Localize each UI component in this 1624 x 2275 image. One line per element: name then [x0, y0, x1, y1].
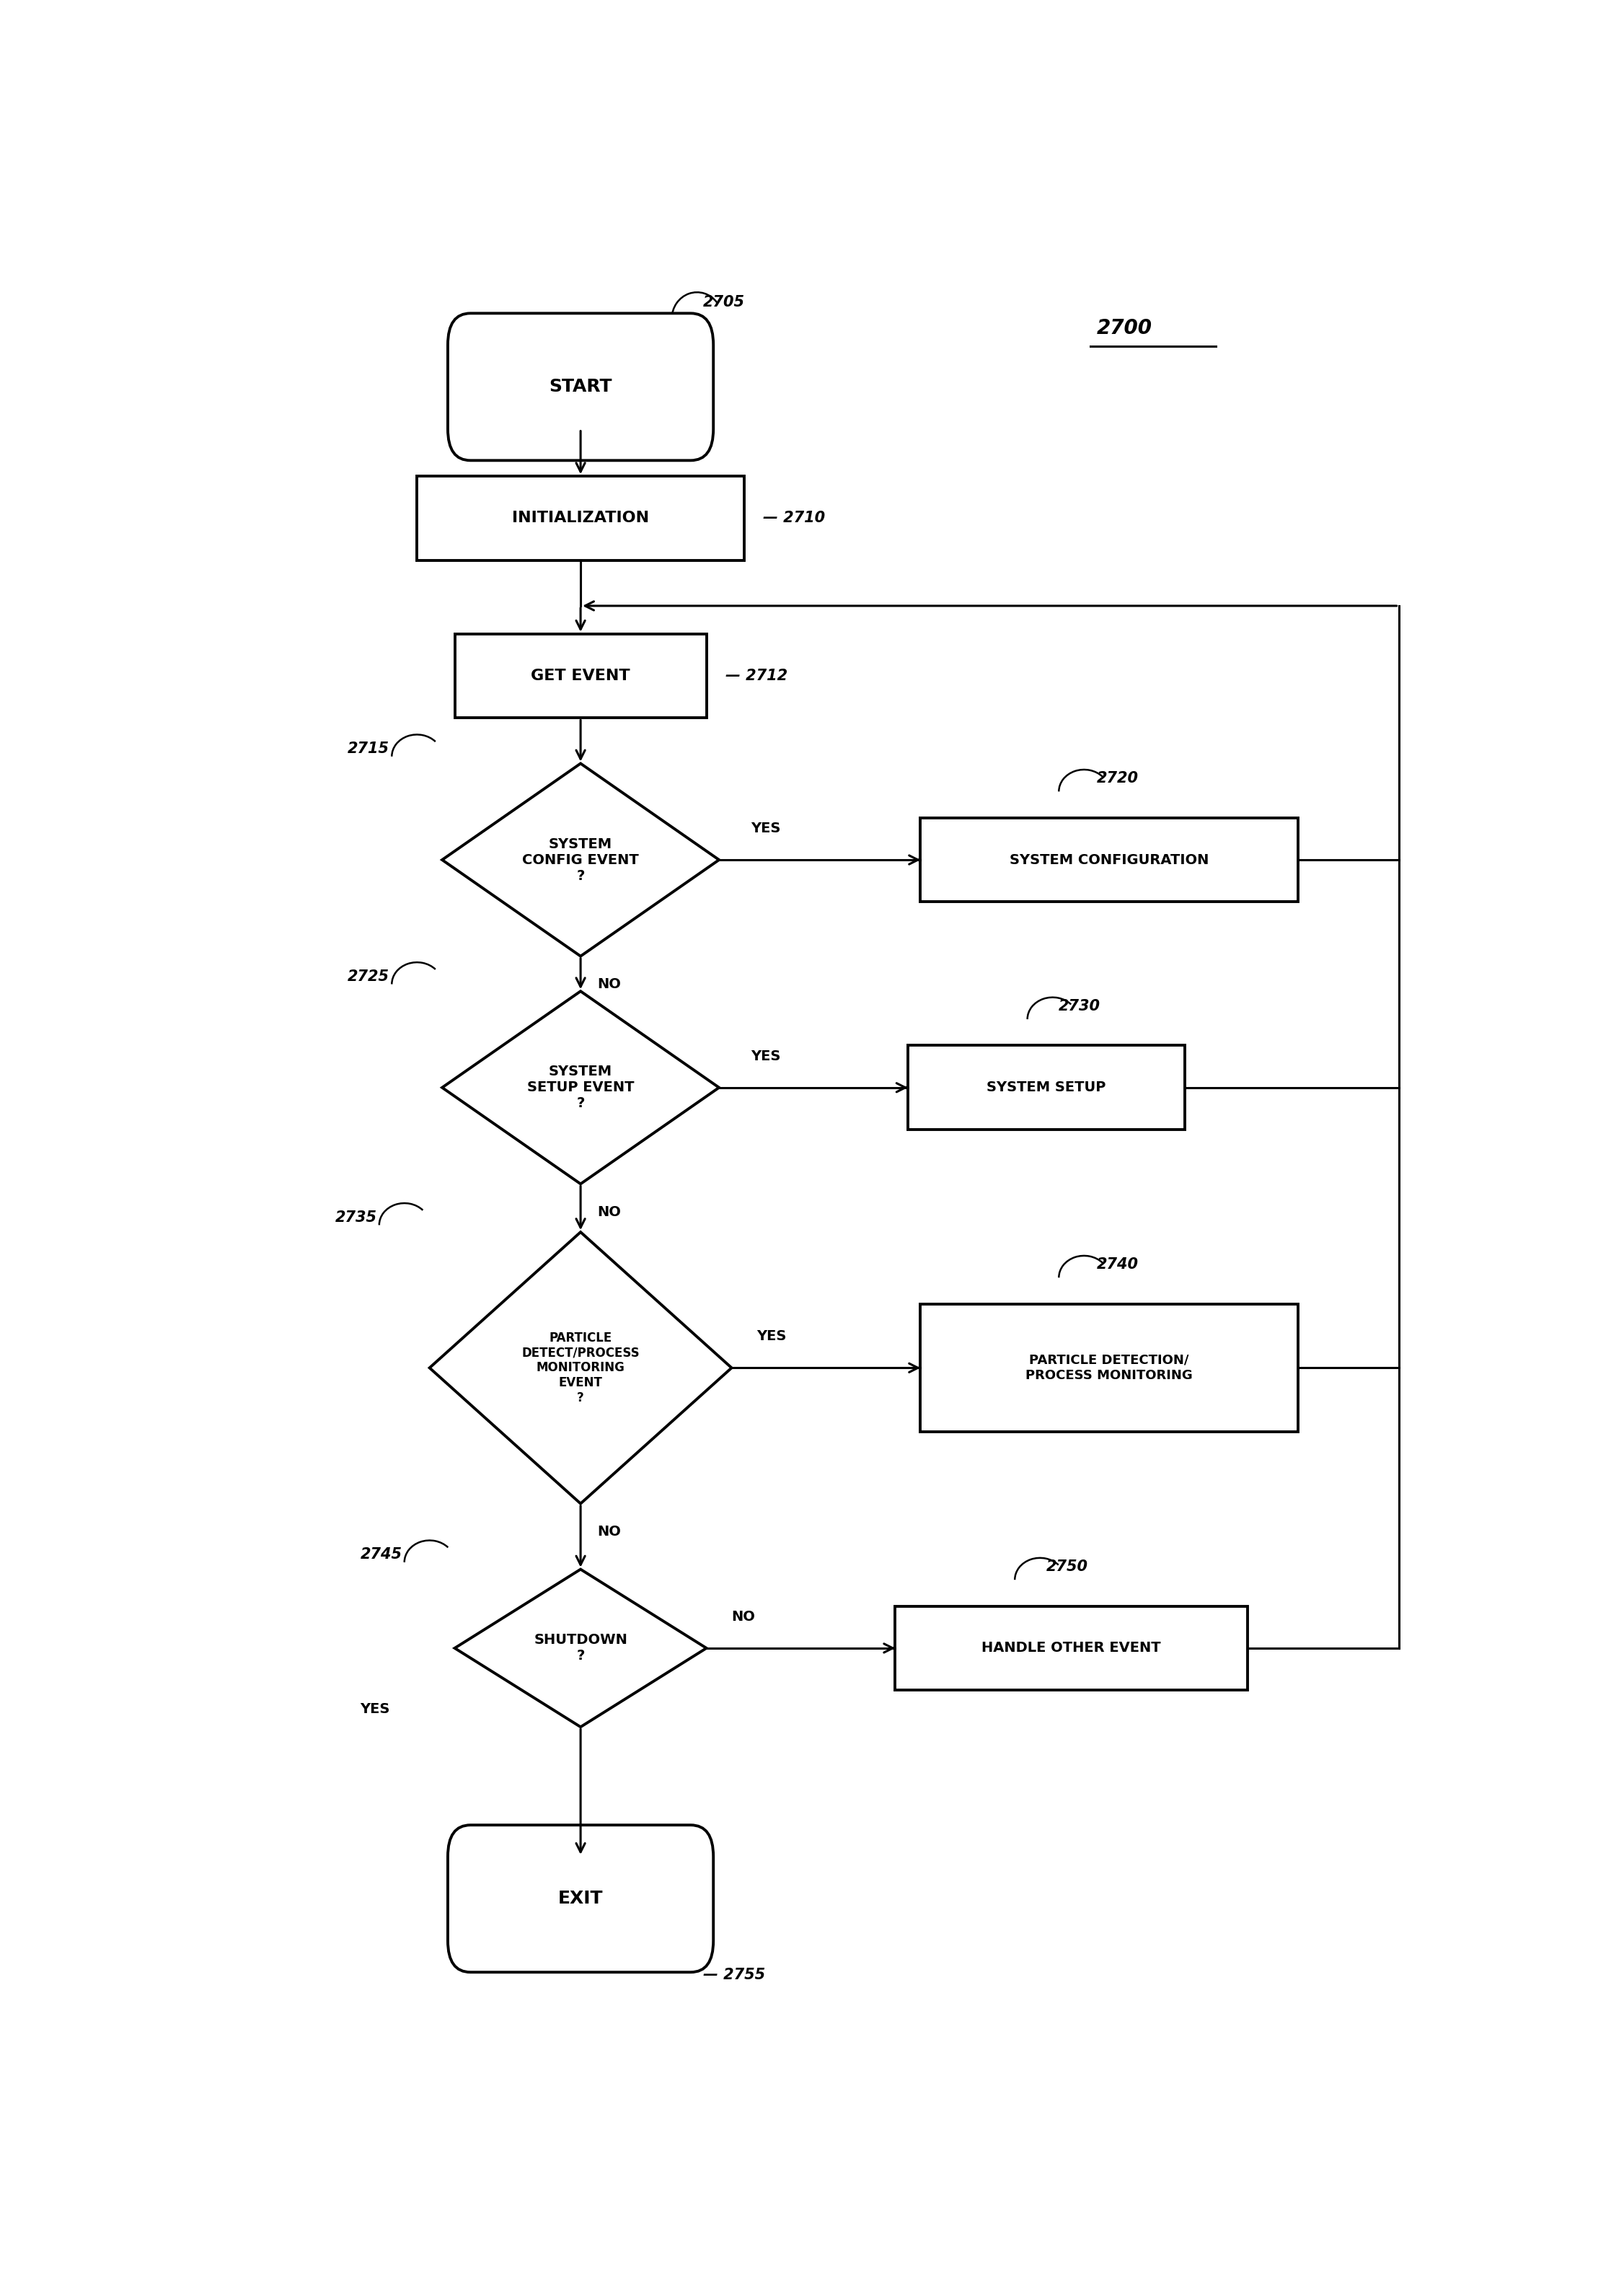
Text: NO: NO — [598, 1206, 620, 1219]
Polygon shape — [442, 764, 719, 956]
Text: YES: YES — [361, 1702, 390, 1715]
Text: SYSTEM
CONFIG EVENT
?: SYSTEM CONFIG EVENT ? — [523, 837, 638, 883]
Text: 2725: 2725 — [348, 969, 390, 983]
Text: — 2712: — 2712 — [726, 669, 788, 682]
Text: 2740: 2740 — [1096, 1258, 1138, 1272]
Bar — [455, 635, 706, 719]
Bar — [417, 475, 744, 560]
Bar — [921, 817, 1298, 901]
Polygon shape — [429, 1233, 731, 1504]
Text: YES: YES — [750, 1049, 780, 1062]
Bar — [921, 1304, 1298, 1431]
Text: YES: YES — [750, 821, 780, 835]
Text: NO: NO — [598, 978, 620, 992]
Text: PARTICLE DETECTION/
PROCESS MONITORING: PARTICLE DETECTION/ PROCESS MONITORING — [1026, 1354, 1192, 1381]
Text: INITIALIZATION: INITIALIZATION — [512, 512, 650, 526]
Text: 2750: 2750 — [1046, 1558, 1088, 1574]
Text: SYSTEM SETUP: SYSTEM SETUP — [987, 1081, 1106, 1094]
Text: NO: NO — [598, 1524, 620, 1538]
Text: GET EVENT: GET EVENT — [531, 669, 630, 682]
Bar — [895, 1606, 1247, 1690]
Text: — 2710: — 2710 — [763, 512, 825, 526]
Text: 2745: 2745 — [361, 1547, 403, 1561]
Text: PARTICLE
DETECT/PROCESS
MONITORING
EVENT
?: PARTICLE DETECT/PROCESS MONITORING EVENT… — [521, 1331, 640, 1404]
FancyBboxPatch shape — [448, 1825, 713, 1972]
Text: EXIT: EXIT — [559, 1891, 603, 1906]
Text: — 2755: — 2755 — [703, 1968, 765, 1982]
Text: START: START — [549, 378, 612, 396]
FancyBboxPatch shape — [448, 314, 713, 460]
Text: 2715: 2715 — [348, 742, 390, 755]
Polygon shape — [455, 1570, 706, 1727]
Text: YES: YES — [757, 1329, 786, 1342]
Text: 2735: 2735 — [335, 1210, 377, 1224]
Text: HANDLE OTHER EVENT: HANDLE OTHER EVENT — [983, 1640, 1161, 1654]
Text: 2700: 2700 — [1096, 319, 1151, 339]
Text: 2720: 2720 — [1096, 771, 1138, 785]
Text: SYSTEM CONFIGURATION: SYSTEM CONFIGURATION — [1010, 853, 1208, 867]
Polygon shape — [442, 992, 719, 1183]
Text: NO: NO — [732, 1611, 755, 1624]
Bar — [908, 1047, 1184, 1131]
Text: SYSTEM
SETUP EVENT
?: SYSTEM SETUP EVENT ? — [528, 1065, 633, 1110]
Text: 2705: 2705 — [703, 296, 745, 309]
Text: 2730: 2730 — [1059, 999, 1101, 1012]
Text: SHUTDOWN
?: SHUTDOWN ? — [534, 1633, 627, 1663]
